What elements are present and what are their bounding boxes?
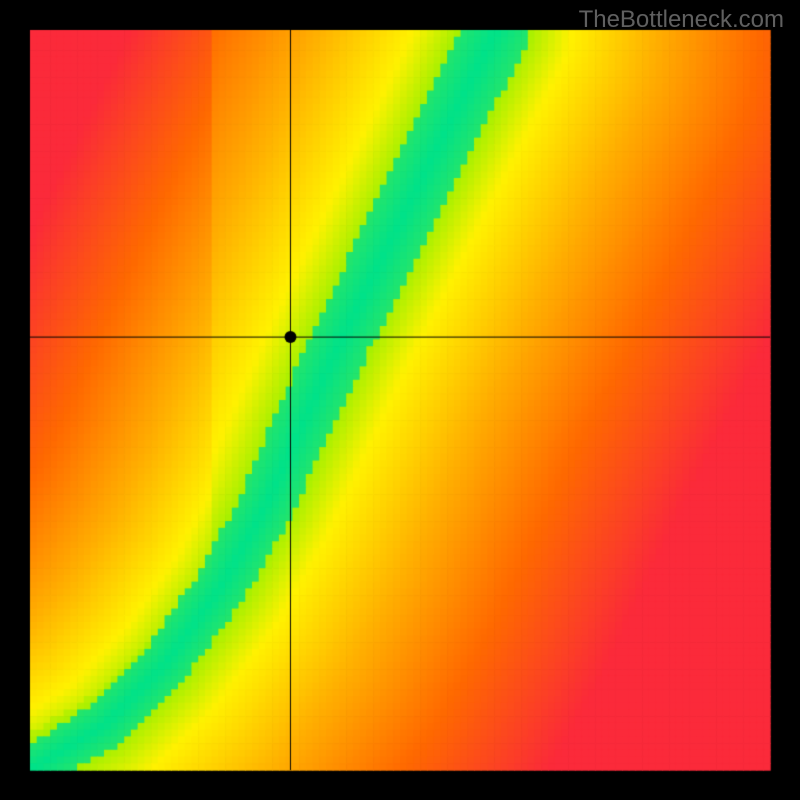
watermark-text: TheBottleneck.com — [579, 6, 784, 34]
heatmap-canvas — [0, 0, 800, 800]
chart-container: TheBottleneck.com — [0, 0, 800, 800]
